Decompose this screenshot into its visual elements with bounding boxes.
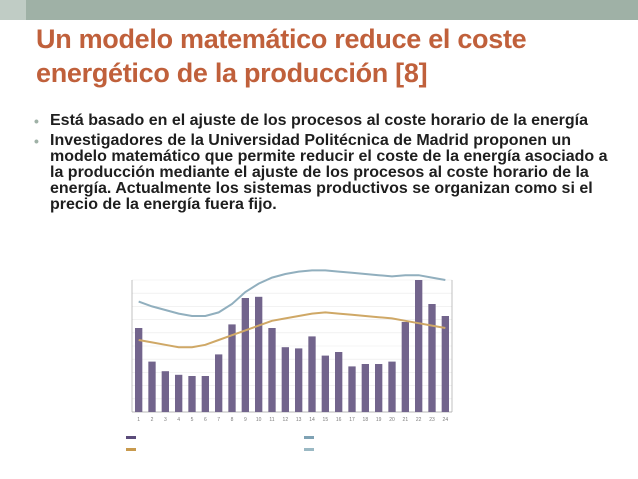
x-tick-label: 9 xyxy=(244,417,247,423)
x-tick-label: 4 xyxy=(177,417,180,423)
chart-line-blue xyxy=(138,269,446,317)
x-tick-label: 22 xyxy=(416,417,422,423)
x-tick-label: 21 xyxy=(403,417,409,423)
legend-item-4 xyxy=(304,448,314,451)
bullet-list: • Está basado en el ajuste de los proces… xyxy=(34,113,614,217)
chart-bar xyxy=(348,366,356,412)
bullet-item-1: • Está basado en el ajuste de los proces… xyxy=(34,112,614,130)
chart-bar xyxy=(201,376,209,412)
chart-bar xyxy=(281,347,289,412)
x-tick-label: 24 xyxy=(443,417,449,423)
x-tick-label: 13 xyxy=(296,417,302,423)
chart-bar xyxy=(388,361,396,412)
chart-bar xyxy=(188,376,196,412)
x-tick-label: 7 xyxy=(217,417,220,423)
chart-svg: 1 2 3 4 5 6 7 8 9 10 11 12 13 14 15 16 17 18 19 20 21 22 23 24 xyxy=(131,269,453,423)
legend-swatch-blue xyxy=(304,436,314,439)
legend-item-2 xyxy=(126,448,136,451)
bullet-dot-icon: • xyxy=(34,113,39,129)
chart-bar xyxy=(255,296,263,412)
chart-legend xyxy=(118,434,478,462)
legend-swatch-orange xyxy=(126,448,136,451)
x-tick-label: 14 xyxy=(309,417,315,423)
chart-bar xyxy=(295,348,303,412)
x-tick-label: 1 xyxy=(137,417,140,423)
x-tick-label: 17 xyxy=(349,417,355,423)
x-tick-label: 3 xyxy=(164,417,167,423)
chart-bar xyxy=(228,324,236,412)
x-tick-label: 12 xyxy=(283,417,289,423)
chart-bar xyxy=(148,361,156,412)
chart-bar xyxy=(361,364,369,412)
x-tick-label: 5 xyxy=(191,417,194,423)
energy-price-chart: 1 2 3 4 5 6 7 8 9 10 11 12 13 14 15 16 17 18 19 20 21 22 23 24 xyxy=(110,262,490,467)
chart-bar xyxy=(321,355,329,412)
chart-bar xyxy=(135,328,143,412)
slide-title: Un modelo matemático reduce el coste ene… xyxy=(36,24,527,88)
chart-bar xyxy=(268,328,276,412)
bullet-dot-icon: • xyxy=(34,133,39,149)
chart-bar xyxy=(335,352,343,412)
legend-item-1 xyxy=(126,436,136,439)
x-tick-label: 11 xyxy=(269,417,274,423)
x-tick-label: 10 xyxy=(256,417,262,423)
chart-bar xyxy=(308,336,316,412)
x-tick-label: 19 xyxy=(376,417,382,423)
chart-bar xyxy=(401,322,409,412)
bullet-text-1: Está basado en el ajuste de los procesos… xyxy=(50,112,588,129)
legend-swatch-bar xyxy=(126,436,136,439)
chart-bar xyxy=(375,364,383,412)
legend-swatch-light-blue xyxy=(304,448,314,451)
x-tick-label: 16 xyxy=(336,417,342,423)
x-tick-label: 23 xyxy=(429,417,435,423)
chart-line-orange xyxy=(138,311,446,349)
chart-bar xyxy=(428,304,436,412)
x-tick-label: 20 xyxy=(389,417,395,423)
chart-bar xyxy=(175,374,183,412)
x-tick-label: 6 xyxy=(204,417,207,423)
x-tick-label: 8 xyxy=(231,417,234,423)
x-tick-label: 15 xyxy=(323,417,329,423)
top-bar-accent xyxy=(0,0,26,20)
chart-bar xyxy=(161,371,169,412)
bullet-item-2: • Investigadores de la Universidad Polit… xyxy=(34,133,614,213)
chart-bar xyxy=(241,298,249,412)
legend-item-3 xyxy=(304,436,314,439)
chart-bar xyxy=(415,280,423,412)
x-tick-label: 2 xyxy=(151,417,154,423)
chart-bar xyxy=(441,316,449,412)
x-tick-label: 18 xyxy=(363,417,369,423)
bullet-text-2: Investigadores de la Universidad Politéc… xyxy=(50,132,608,213)
top-decor-bar xyxy=(0,0,638,20)
chart-bar xyxy=(215,354,223,412)
